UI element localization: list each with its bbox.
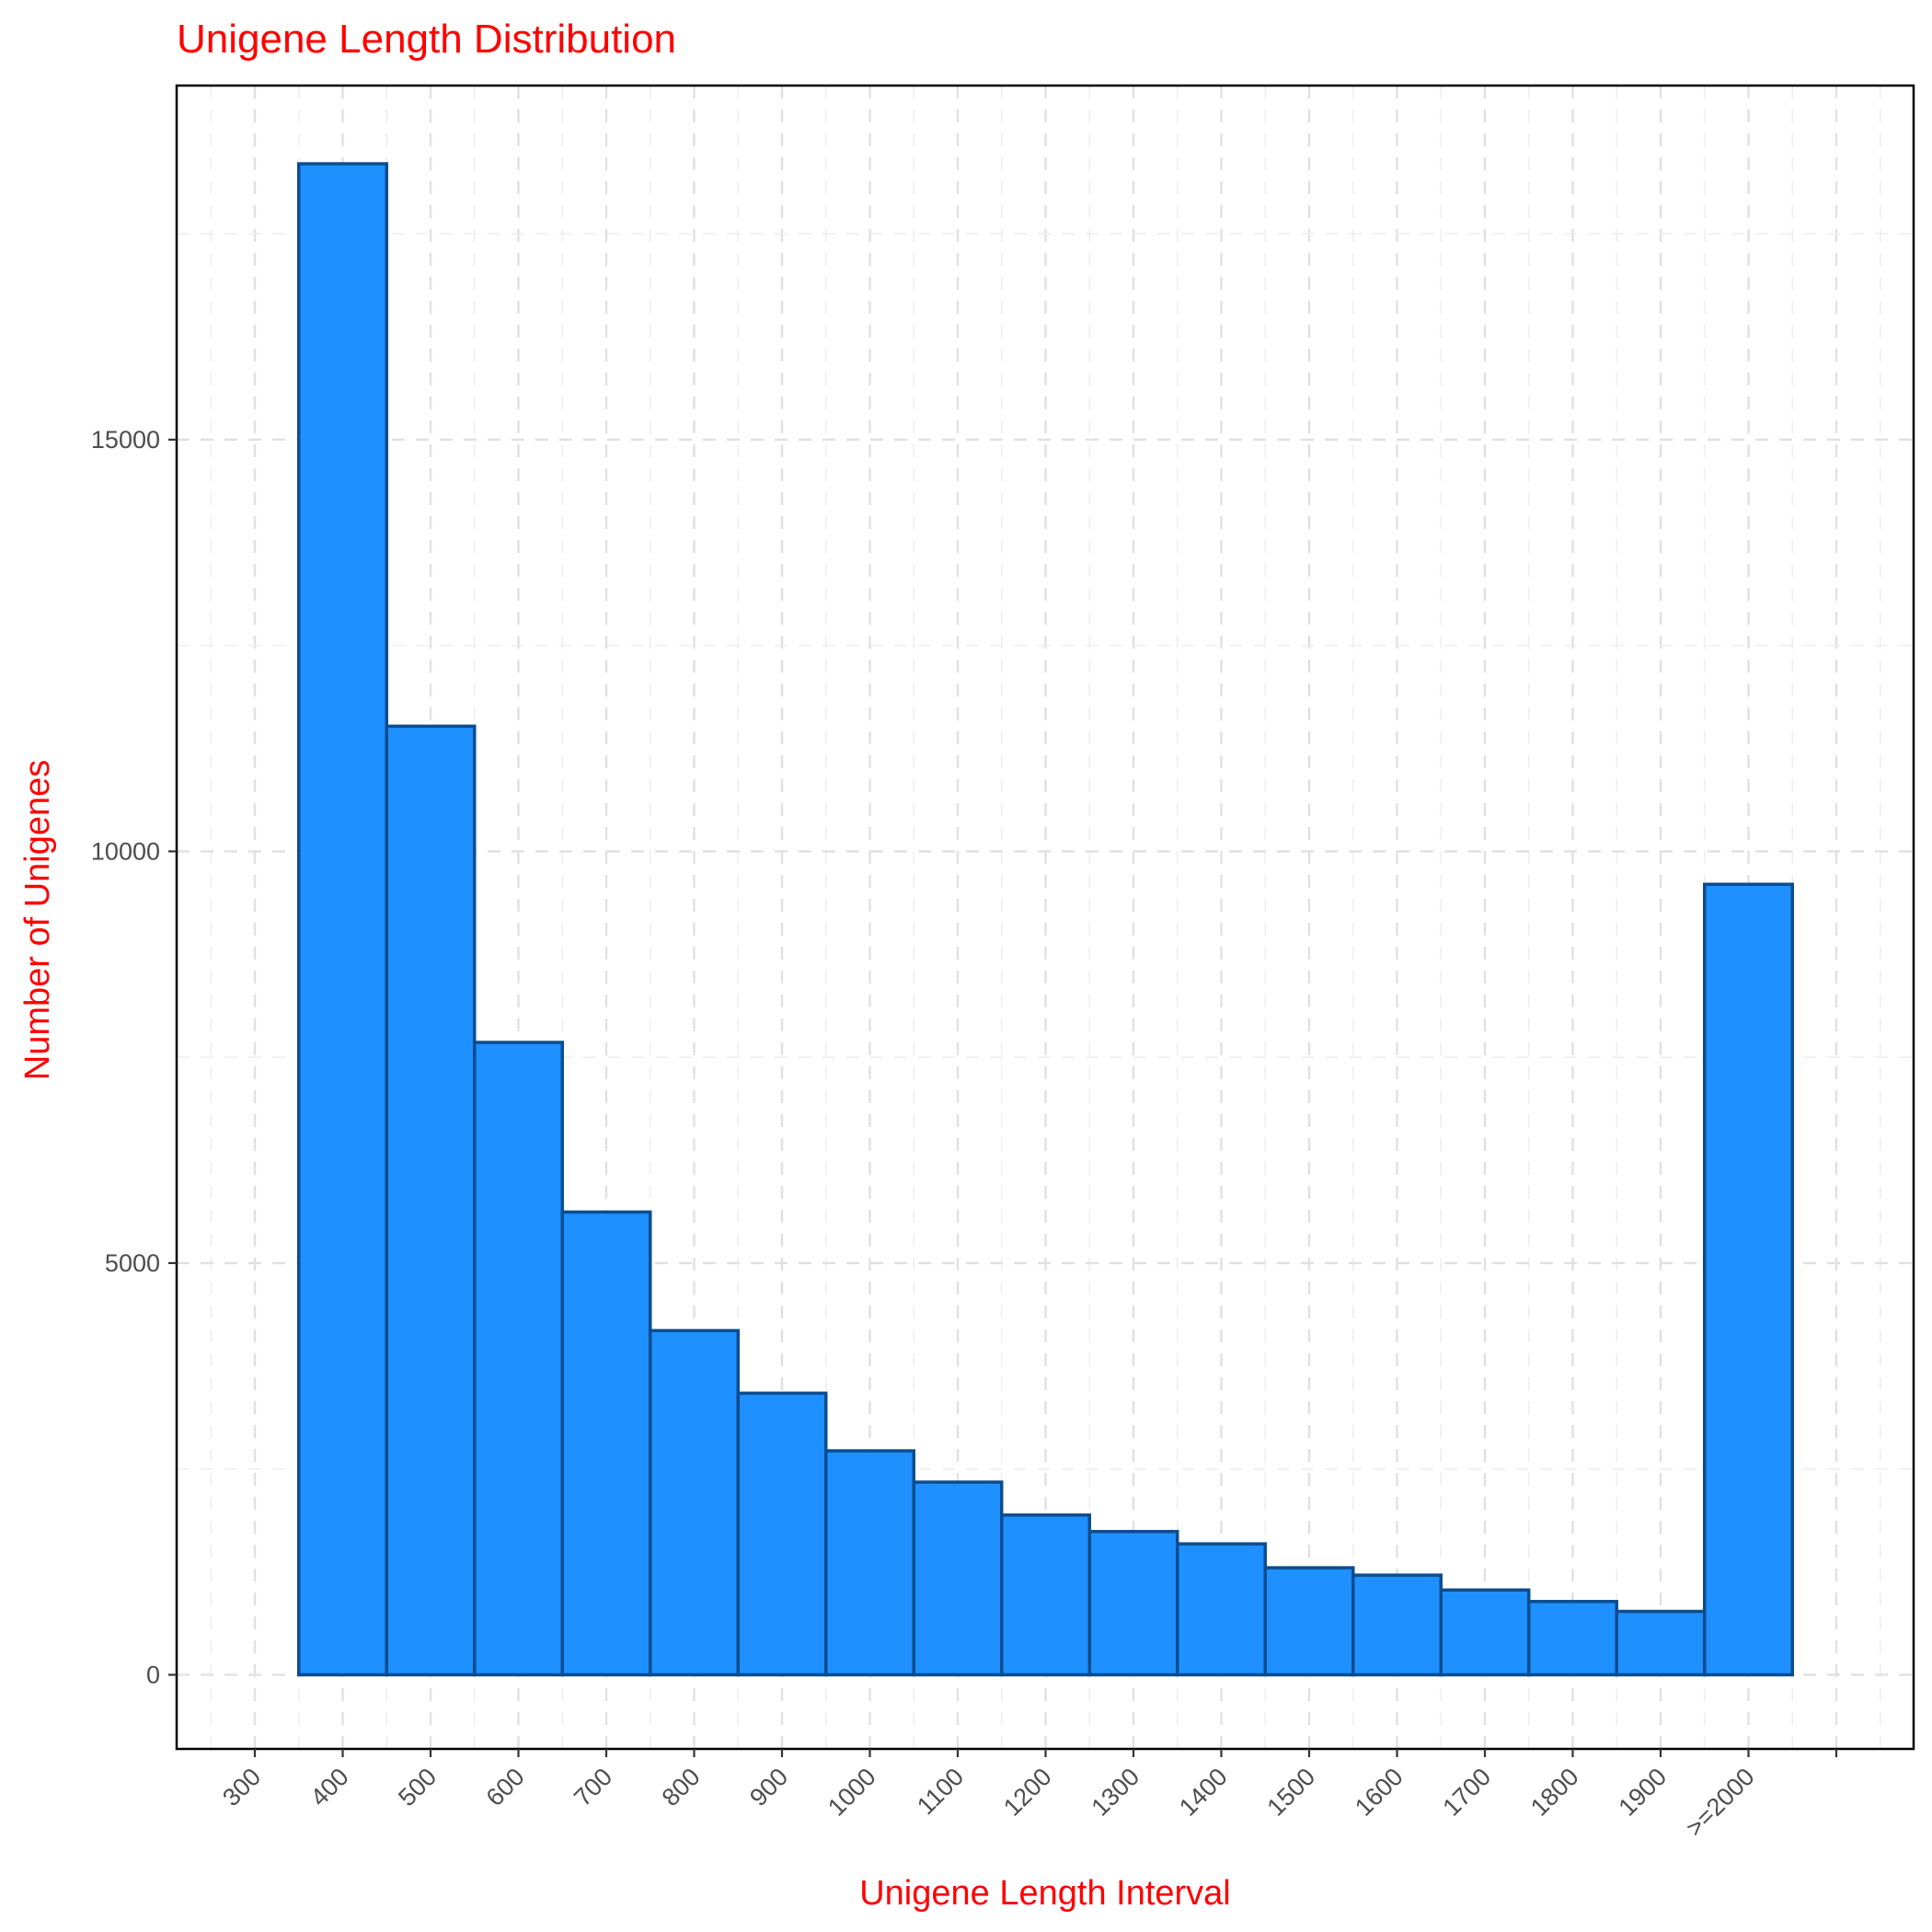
bar-1500 — [1263, 1566, 1355, 1677]
bar-1200 — [1000, 1513, 1091, 1677]
x-tick-label: 1200 — [998, 1763, 1057, 1822]
bar-1700 — [1439, 1588, 1531, 1677]
bars — [297, 162, 1794, 1677]
x-tick-label: 1000 — [822, 1763, 881, 1822]
x-tick-label: 1300 — [1087, 1763, 1145, 1822]
y-tick-label: 10000 — [91, 837, 160, 865]
bar-700 — [560, 1210, 652, 1677]
bar-600 — [473, 1041, 564, 1677]
x-axis: 300 400 500 600 700 800 900 1000 1100 1200 1300 140… — [217, 1749, 1838, 1842]
x-tick-label: 700 — [569, 1763, 617, 1811]
y-axis: 0 5000 10000 15000 — [91, 426, 177, 1688]
bar-1000 — [824, 1449, 915, 1677]
y-tick-label: 0 — [146, 1661, 160, 1688]
x-tick-label: 1800 — [1525, 1763, 1584, 1822]
x-tick-label: 1100 — [912, 1763, 969, 1820]
bar-400 — [297, 162, 388, 1677]
y-tick-label: 15000 — [91, 426, 160, 454]
x-tick-label: >=2000 — [1681, 1763, 1760, 1842]
x-tick-label: 1500 — [1262, 1763, 1321, 1822]
x-tick-label: 1700 — [1438, 1763, 1497, 1822]
x-tick-label: 1400 — [1174, 1763, 1233, 1822]
y-tick-label: 5000 — [105, 1249, 160, 1277]
bar-1100 — [912, 1480, 1004, 1677]
x-tick-label: 1900 — [1614, 1763, 1673, 1822]
x-tick-label: 1600 — [1350, 1763, 1409, 1822]
x-tick-label: 800 — [657, 1763, 706, 1811]
bar-1400 — [1176, 1542, 1267, 1677]
chart-title: Unigene Length Distribution — [177, 17, 676, 62]
bar-1600 — [1351, 1573, 1443, 1677]
x-tick-label: 500 — [393, 1763, 442, 1811]
x-tick-label: 900 — [744, 1763, 793, 1811]
x-tick-label: 600 — [481, 1763, 530, 1811]
bar-500 — [385, 724, 477, 1677]
x-axis-title: Unigene Length Interval — [859, 1874, 1231, 1913]
bar-1900 — [1615, 1609, 1707, 1677]
bar->=2000 — [1703, 882, 1794, 1677]
bar-1800 — [1527, 1600, 1618, 1677]
x-tick-label: 300 — [217, 1763, 266, 1811]
bar-800 — [649, 1328, 740, 1677]
bar-900 — [736, 1391, 828, 1677]
bar-1300 — [1087, 1529, 1179, 1677]
x-tick-label: 400 — [305, 1763, 354, 1811]
y-axis-title: Number of Unigenes — [18, 760, 57, 1081]
